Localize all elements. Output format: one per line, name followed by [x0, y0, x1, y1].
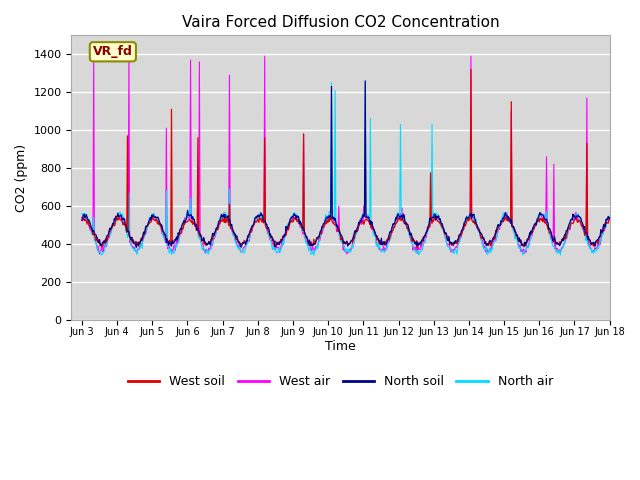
Text: VR_fd: VR_fd [93, 45, 133, 58]
Title: Vaira Forced Diffusion CO2 Concentration: Vaira Forced Diffusion CO2 Concentration [182, 15, 499, 30]
X-axis label: Time: Time [325, 340, 356, 353]
Legend: West soil, West air, North soil, North air: West soil, West air, North soil, North a… [123, 370, 558, 393]
Y-axis label: CO2 (ppm): CO2 (ppm) [15, 144, 28, 212]
